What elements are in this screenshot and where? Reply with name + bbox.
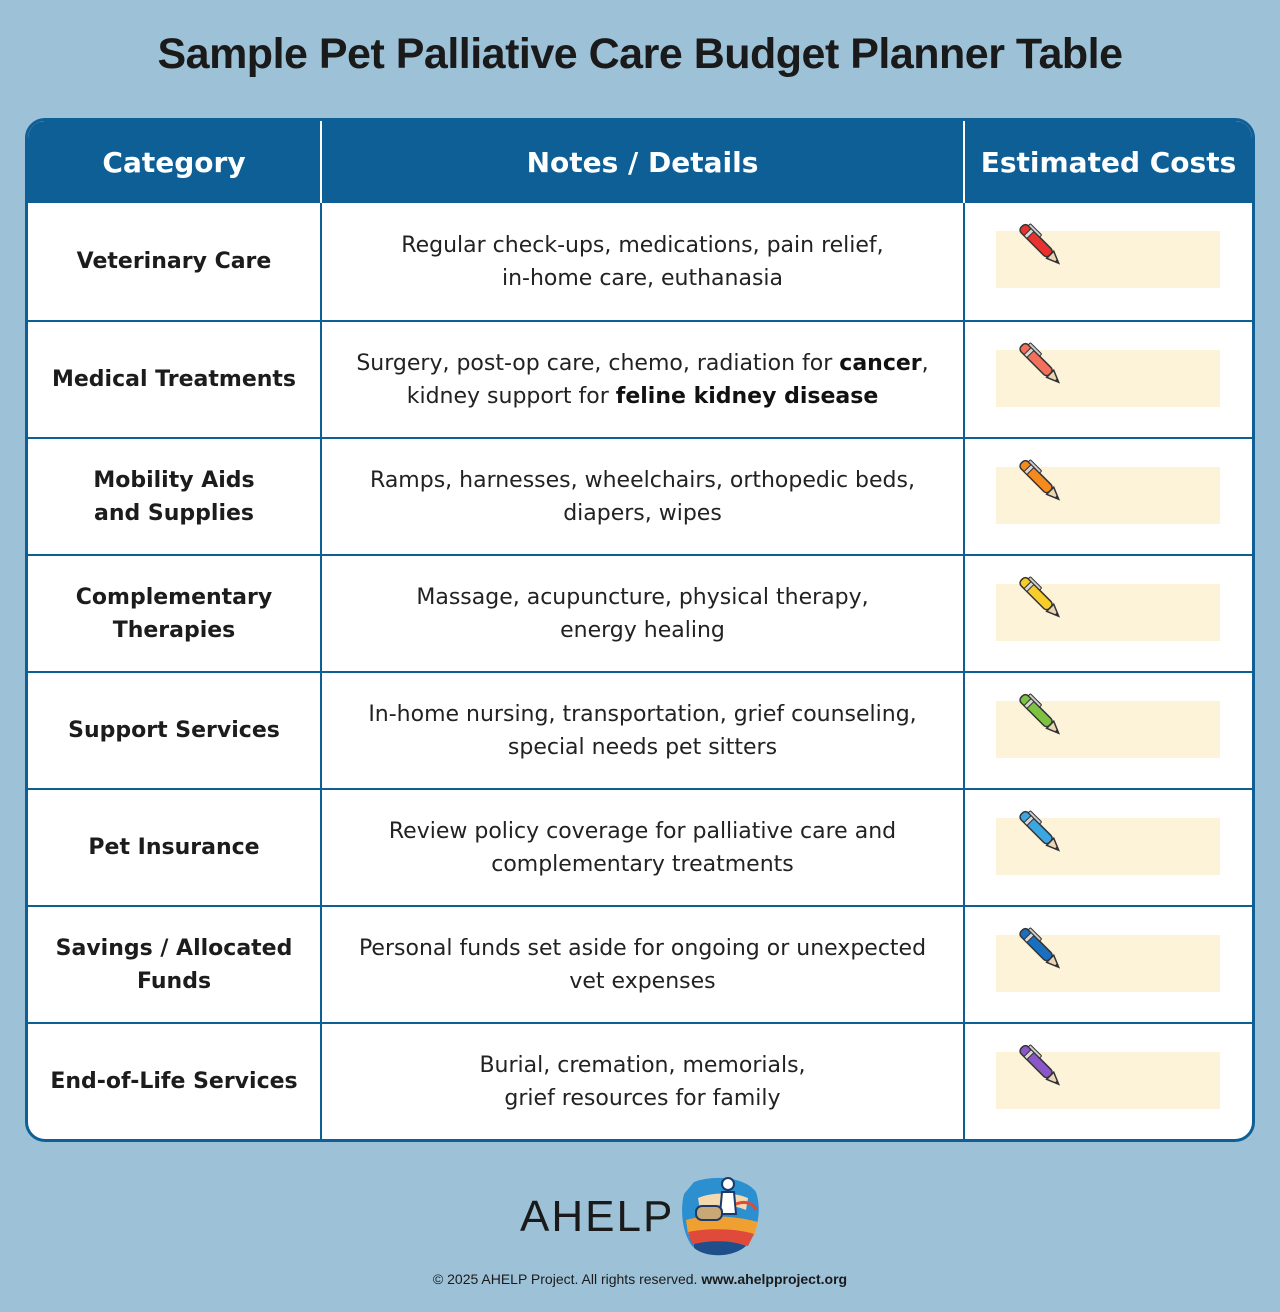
notes-text: Review policy coverage for palliative ca… xyxy=(359,815,926,881)
notes-text: In-home nursing, transportation, grief c… xyxy=(338,698,946,764)
category-label: Support Services xyxy=(68,718,280,743)
header-estimated-costs: Estimated Costs xyxy=(980,145,1237,179)
estimated-cost-cell xyxy=(965,203,1252,320)
category-label: Veterinary Care xyxy=(76,249,272,274)
category-cell: End-of-Life Services xyxy=(28,1024,322,1139)
category-cell: Complementary Therapies xyxy=(28,556,322,671)
copyright-notice: © 2025 AHELP Project. All rights reserve… xyxy=(432,1271,702,1287)
table-row: Medical Treatments Surgery, post-op care,… xyxy=(28,320,1252,437)
notes-line: in-home care, euthanasia xyxy=(501,265,783,291)
estimated-cost-cell xyxy=(965,439,1252,554)
copyright-text: © 2025 AHELP Project. All rights reserve… xyxy=(0,1271,1280,1287)
category-label: Medical Treatments xyxy=(51,367,297,392)
estimated-cost-cell xyxy=(965,1024,1252,1139)
table-row: Complementary Therapies Massage, acupunctu… xyxy=(28,554,1252,671)
page-title: Sample Pet Palliative Care Budget Planne… xyxy=(157,30,1123,78)
notes-text: Surgery, post-op care, chemo, radiation … xyxy=(326,347,958,413)
notes-text: Massage, acupuncture, physical therapy, e… xyxy=(386,581,898,647)
pen-icon xyxy=(1019,459,1061,501)
notes-line: diapers, wipes xyxy=(563,500,722,526)
notes-line: special needs pet sitters xyxy=(507,734,778,760)
pen-icon xyxy=(1019,693,1061,735)
notes-line: energy healing xyxy=(560,617,725,643)
category-cell: Veterinary Care xyxy=(28,203,322,320)
notes-text: Ramps, harnesses, wheelchairs, orthopedi… xyxy=(340,464,945,530)
pen-icon xyxy=(1019,1044,1061,1086)
notes-cell: Massage, acupuncture, physical therapy, e… xyxy=(322,556,965,671)
notes-emphasis: cancer xyxy=(839,350,922,376)
notes-line: kidney support for feline kidney disease xyxy=(356,380,928,413)
notes-line: vet expenses xyxy=(569,968,716,994)
category-line: Savings / Allocated xyxy=(55,935,293,961)
pen-icon xyxy=(1019,223,1061,265)
category-label: Savings / Allocated Funds xyxy=(36,932,313,998)
category-line: Funds xyxy=(136,968,212,994)
category-line: Mobility Aids xyxy=(93,467,255,493)
category-label: Mobility Aids and Supplies xyxy=(73,464,274,530)
category-line: and Supplies xyxy=(93,500,254,526)
ahelp-logo: AHELP xyxy=(520,1170,770,1260)
pen-icon xyxy=(1019,342,1061,384)
logo-text: AHELP xyxy=(520,1192,675,1241)
category-line: Therapies xyxy=(112,617,236,643)
table-row: Veterinary Care Regular check-ups, medica… xyxy=(28,203,1252,320)
category-label: Pet Insurance xyxy=(88,835,260,860)
estimated-cost-cell xyxy=(965,673,1252,788)
budget-table: Category Notes / Details Estimated Costs… xyxy=(25,118,1255,1142)
category-cell: Medical Treatments xyxy=(28,322,322,437)
notes-cell: Personal funds set aside for ongoing or … xyxy=(322,907,965,1022)
website-link[interactable]: www.ahelpproject.org xyxy=(701,1271,848,1287)
notes-line: complementary treatments xyxy=(491,851,794,877)
notes-text: Burial, cremation, memorials, grief resou… xyxy=(449,1049,835,1115)
logo-mark-icon xyxy=(682,1177,759,1256)
notes-cell: Ramps, harnesses, wheelchairs, orthopedi… xyxy=(322,439,965,554)
pen-icon xyxy=(1019,576,1061,618)
category-cell: Pet Insurance xyxy=(28,790,322,905)
estimated-cost-cell xyxy=(965,322,1252,437)
notes-line: Regular check-ups, medications, pain rel… xyxy=(401,232,884,258)
header-category: Category xyxy=(28,121,322,203)
notes-cell: In-home nursing, transportation, grief c… xyxy=(322,673,965,788)
notes-line: Personal funds set aside for ongoing or … xyxy=(358,935,927,961)
notes-line: grief resources for family xyxy=(504,1085,781,1111)
notes-line: In-home nursing, transportation, grief c… xyxy=(368,701,917,727)
pen-icon xyxy=(1019,927,1061,969)
category-cell: Savings / Allocated Funds xyxy=(28,907,322,1022)
estimated-cost-cell xyxy=(965,907,1252,1022)
category-cell: Support Services xyxy=(28,673,322,788)
category-label: Complementary Therapies xyxy=(56,581,292,647)
table-row: Savings / Allocated Funds Personal funds s… xyxy=(28,905,1252,1022)
notes-fragment: Surgery, post-op care, chemo, radiation … xyxy=(356,350,840,376)
table-row: Mobility Aids and Supplies Ramps, harnesse… xyxy=(28,437,1252,554)
notes-line: Burial, cremation, memorials, xyxy=(479,1052,806,1078)
notes-cell: Review policy coverage for palliative ca… xyxy=(322,790,965,905)
header-notes: Notes / Details xyxy=(322,121,965,203)
table-row: Pet Insurance Review policy coverage for … xyxy=(28,788,1252,905)
category-label: End-of-Life Services xyxy=(50,1069,298,1094)
estimated-cost-cell xyxy=(965,556,1252,671)
notes-line: Massage, acupuncture, physical therapy, xyxy=(416,584,869,610)
notes-line: Ramps, harnesses, wheelchairs, orthopedi… xyxy=(370,467,915,493)
notes-cell: Regular check-ups, medications, pain rel… xyxy=(322,203,965,320)
table-row: End-of-Life Services Burial, cremation, m… xyxy=(28,1022,1252,1139)
table-row: Support Services In-home nursing, transpo… xyxy=(28,671,1252,788)
notes-cell: Burial, cremation, memorials, grief resou… xyxy=(322,1024,965,1139)
notes-line: Review policy coverage for palliative ca… xyxy=(388,818,897,844)
table-header: Category Notes / Details Estimated Costs xyxy=(28,121,1252,203)
notes-emphasis: feline kidney disease xyxy=(615,383,879,409)
pen-icon xyxy=(1019,810,1061,852)
table-body: Veterinary Care Regular check-ups, medica… xyxy=(28,203,1252,1139)
category-line: Complementary xyxy=(75,584,273,610)
notes-fragment: , xyxy=(921,350,929,376)
notes-text: Personal funds set aside for ongoing or … xyxy=(329,932,956,998)
notes-line: Surgery, post-op care, chemo, radiation … xyxy=(356,347,928,380)
notes-cell: Surgery, post-op care, chemo, radiation … xyxy=(322,322,965,437)
category-cell: Mobility Aids and Supplies xyxy=(28,439,322,554)
notes-fragment: kidney support for xyxy=(406,383,616,409)
estimated-cost-cell xyxy=(965,790,1252,905)
notes-text: Regular check-ups, medications, pain rel… xyxy=(371,229,913,295)
